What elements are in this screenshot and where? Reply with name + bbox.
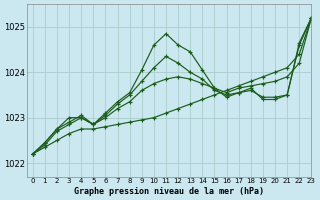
X-axis label: Graphe pression niveau de la mer (hPa): Graphe pression niveau de la mer (hPa) xyxy=(74,187,264,196)
